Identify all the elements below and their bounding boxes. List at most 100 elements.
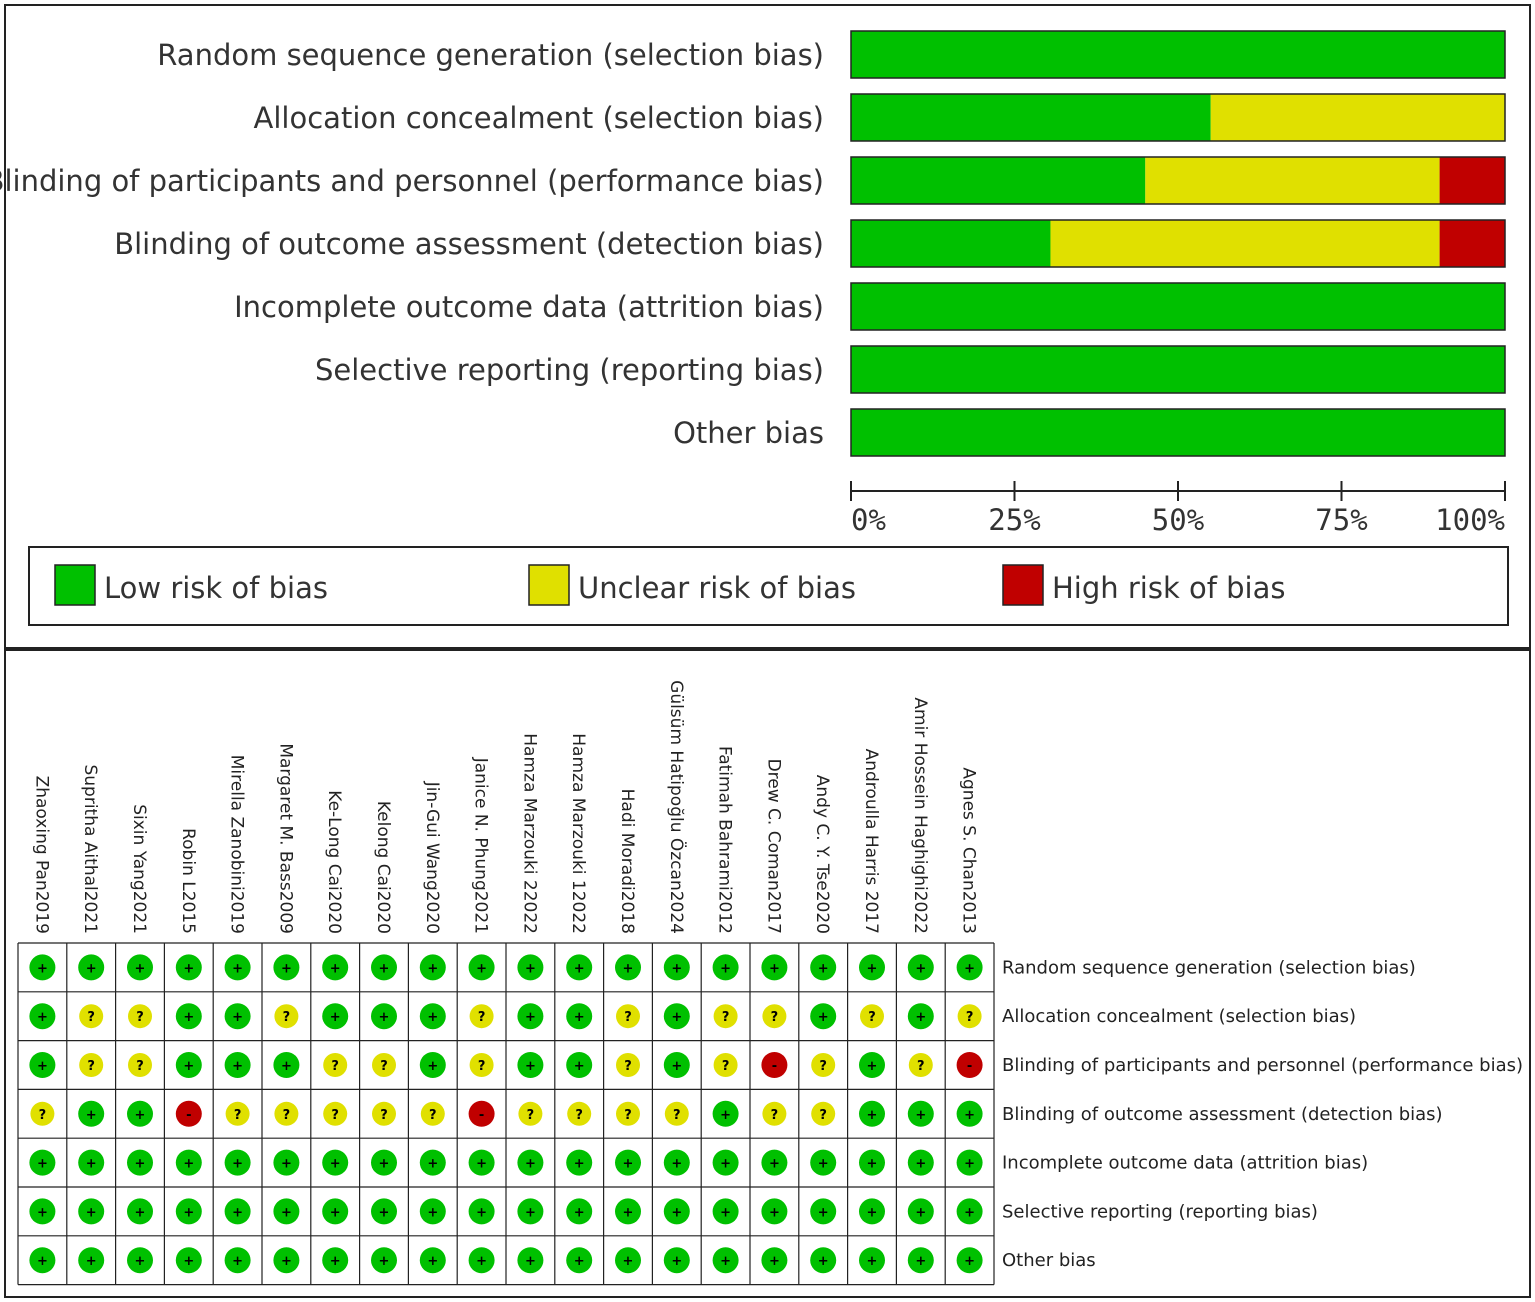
judgement-symbol-low: + [86,961,97,976]
judgement-symbol-low: + [867,1205,878,1220]
judgement-low [78,1247,105,1274]
judgement-low [371,954,397,981]
judgement-symbol-low: + [37,961,48,976]
judgement-low [615,1198,641,1225]
judgement-symbol-low: + [427,961,438,976]
judgement-symbol-low: + [671,1205,682,1220]
judgement-symbol-low: + [330,1254,341,1269]
graph-bar-low [851,94,1211,141]
summary-domain-label: Random sequence generation (selection bi… [1002,957,1416,978]
judgement-low [566,1052,593,1078]
judgement-low [712,1149,739,1176]
study-label: Robin L2015 [178,828,198,934]
judgement-unclear [518,1101,543,1126]
judgement-symbol-low: + [720,1157,731,1172]
judgement-low [663,1149,690,1176]
summary-domain-label: Incomplete outcome data (attrition bias) [1002,1153,1368,1174]
judgement-low [810,1198,837,1225]
judgement-low [419,1247,446,1274]
judgement-low [712,954,739,981]
judgement-unclear [323,1053,348,1077]
judgement-low [78,1100,105,1127]
judgement-symbol-low: + [574,1205,585,1220]
judgement-low [468,1149,495,1176]
judgement-symbol-low: + [574,1157,585,1172]
judgement-unclear [128,1004,152,1029]
judgement-symbol-low: + [769,1254,780,1269]
judgement-low [322,1003,349,1030]
judgement-low [224,1247,251,1274]
judgement-symbol-low: + [769,1205,780,1220]
graph-bar-high [1439,220,1505,267]
judgement-symbol-unclear: ? [136,1010,144,1025]
judgement-symbol-unclear: ? [429,1108,437,1123]
x-tick-label: 50% [1152,503,1204,537]
judgement-symbol-low: + [135,1157,146,1172]
judgement-symbol-unclear: ? [966,1010,974,1025]
judgement-symbol-low: + [720,961,731,976]
judgement-low [371,1247,397,1274]
judgement-symbol-low: + [427,1059,438,1074]
judgement-symbol-low: + [525,1254,536,1269]
judgement-low [224,1149,251,1176]
graph-bar-outline [850,219,1506,268]
study-label: Janice N. Phung2021 [471,757,491,934]
graph-bar-low [851,409,1505,456]
judgement-symbol-low: + [135,1254,146,1269]
judgement-symbol-low: + [330,1010,341,1025]
judgement-unclear [128,1053,152,1077]
judgement-low [468,954,495,981]
judgement-low [566,1003,593,1030]
judgement-low [615,1149,641,1176]
judgement-symbol-low: + [574,961,585,976]
judgement-low [517,1052,544,1078]
judgement-symbol-low: + [281,1157,292,1172]
judgement-low [273,1052,300,1078]
graph-domain-label: Blinding of outcome assessment (detectio… [114,227,824,261]
judgement-low [663,1052,690,1078]
judgement-symbol-low: + [183,1157,194,1172]
study-label: Androulla Harris 2017 [861,749,881,934]
judgement-symbol-low: + [476,1205,487,1220]
judgement-low [517,1149,544,1176]
judgement-symbol-high: - [186,1108,191,1123]
judgement-symbol-unclear: ? [331,1059,339,1074]
judgement-symbol-low: + [525,1157,536,1172]
x-tick-label: 100% [1435,503,1505,537]
judgement-symbol-low: + [232,1254,243,1269]
judgement-low [859,954,885,981]
judgement-unclear [274,1101,299,1126]
judgement-unclear [957,1004,982,1029]
summary-domain-label: Allocation concealment (selection bias) [1002,1006,1356,1027]
judgement-symbol-unclear: ? [771,1108,779,1123]
judgement-symbol-unclear: ? [478,1059,486,1074]
study-label: Gülsüm Hatipoğlu Özcan2024 [666,680,688,934]
judgement-low [810,954,837,981]
summary-study-labels: Zhaoxing Pan2019 Supritha Aithal2021 Sixin… [31,680,978,934]
judgement-unclear [79,1004,104,1029]
graph-bar-outline [850,282,1506,331]
judgement-symbol-low: + [525,1010,536,1025]
judgement-low [29,954,56,981]
judgement-low [224,1052,251,1078]
judgement-unclear [420,1101,445,1126]
judgement-low [419,1198,446,1225]
judgement-symbol-low: + [671,1059,682,1074]
judgement-unclear [469,1004,494,1029]
judgement-low [127,1149,153,1176]
judgement-symbol-low: + [915,1010,926,1025]
judgement-unclear [225,1101,250,1126]
judgement-symbol-low: + [379,1157,390,1172]
judgement-symbol-high: - [772,1059,777,1074]
judgement-low [175,1052,202,1078]
judgement-unclear [616,1053,640,1077]
judgement-unclear [372,1053,396,1077]
judgement-symbol-low: + [476,1254,487,1269]
judgement-symbol-low: + [623,961,634,976]
judgement-low [663,954,690,981]
judgement-low [761,1247,788,1274]
judgement-symbol-low: + [183,961,194,976]
judgement-unclear [274,1004,299,1029]
legend-label-low: Low risk of bias [104,571,328,605]
judgement-low [322,954,349,981]
